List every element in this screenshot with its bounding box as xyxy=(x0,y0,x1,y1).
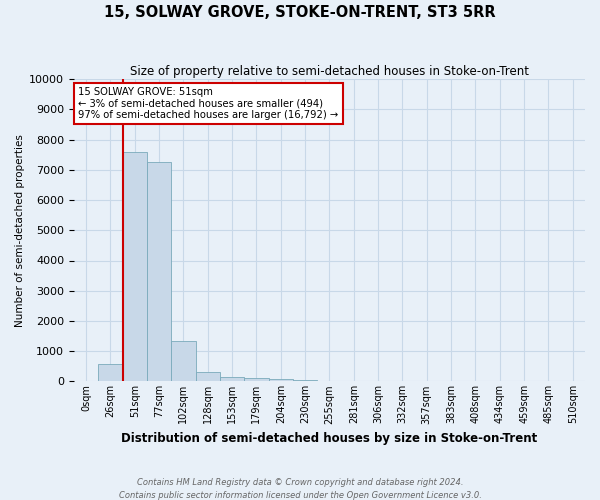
Text: Contains HM Land Registry data © Crown copyright and database right 2024.
Contai: Contains HM Land Registry data © Crown c… xyxy=(119,478,481,500)
Bar xyxy=(98,364,122,382)
Bar xyxy=(244,378,269,382)
Bar xyxy=(293,380,317,382)
Title: Size of property relative to semi-detached houses in Stoke-on-Trent: Size of property relative to semi-detach… xyxy=(130,65,529,78)
Bar xyxy=(196,372,220,382)
Y-axis label: Number of semi-detached properties: Number of semi-detached properties xyxy=(15,134,25,326)
X-axis label: Distribution of semi-detached houses by size in Stoke-on-Trent: Distribution of semi-detached houses by … xyxy=(121,432,538,445)
Bar xyxy=(122,152,147,382)
Text: 15, SOLWAY GROVE, STOKE-ON-TRENT, ST3 5RR: 15, SOLWAY GROVE, STOKE-ON-TRENT, ST3 5R… xyxy=(104,5,496,20)
Bar xyxy=(171,340,196,382)
Bar xyxy=(269,379,293,382)
Text: 15 SOLWAY GROVE: 51sqm
← 3% of semi-detached houses are smaller (494)
97% of sem: 15 SOLWAY GROVE: 51sqm ← 3% of semi-deta… xyxy=(78,86,338,120)
Bar xyxy=(147,162,171,382)
Bar xyxy=(220,376,244,382)
